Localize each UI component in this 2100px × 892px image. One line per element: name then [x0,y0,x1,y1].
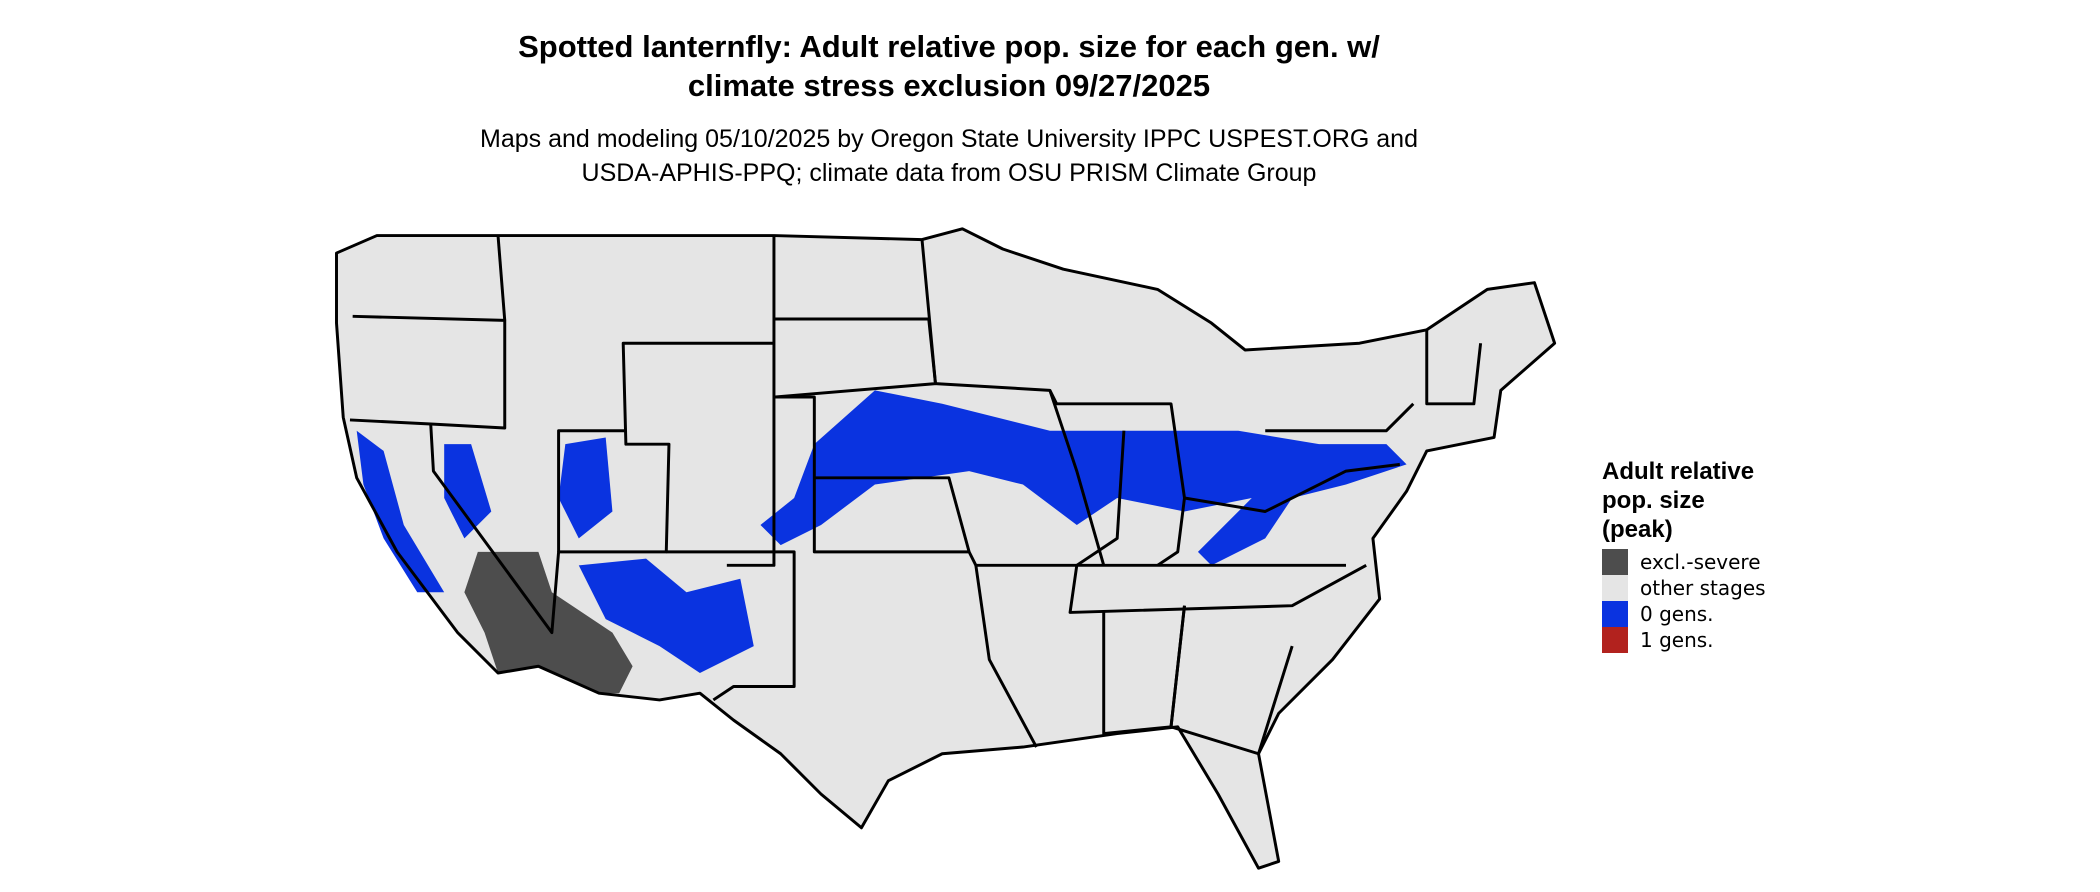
legend-swatch [1602,575,1628,601]
excluded-zone [464,551,633,694]
legend-title-line: pop. size [1602,487,1705,514]
legend-label: 0 gens. [1640,602,1714,626]
land [336,228,1555,869]
subtitle-line: Maps and modeling 05/10/2025 by Oregon S… [480,125,1418,153]
title-line: Spotted lanternfly: Adult relative pop. … [518,29,1380,64]
legend-swatch [1602,627,1628,653]
climate-zone [578,558,754,673]
climate-zone [760,390,1407,566]
legend-swatch [1602,601,1628,627]
state-lines [335,227,1557,870]
climate-zone [444,444,492,539]
legend-swatch [1602,549,1628,575]
legend-title-line: (peak) [1602,516,1673,543]
legend-label: excl.-severe [1640,550,1761,574]
legend-title-line: Adult relative [1602,458,1754,485]
legend-label: 1 gens. [1640,628,1714,652]
subtitle-line: USDA-APHIS-PPQ; climate data from OSU PR… [582,159,1317,187]
legend-label: other stages [1640,576,1766,600]
us-map [335,227,1557,870]
climate-zone [558,437,613,539]
title-line: climate stress exclusion 09/27/2025 [688,68,1210,103]
climate-zone [356,430,445,593]
